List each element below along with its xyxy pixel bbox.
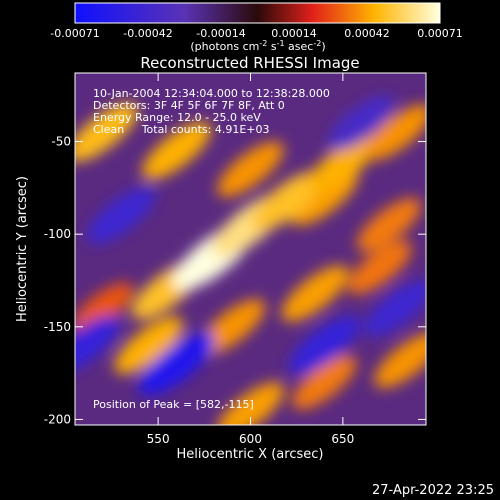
colorbar-units: (photons cm-2 s-1 asec-2) (190, 39, 325, 53)
heatmap-blob (292, 355, 357, 410)
colorbar-tick-label: -0.00014 (196, 27, 245, 40)
x-tick-label: 550 (147, 432, 170, 446)
heatmap-blob (138, 332, 215, 396)
heatmap-blob (281, 265, 349, 322)
heatmap-blob (114, 316, 184, 375)
heatmap-blob (217, 141, 284, 198)
chart-title: Reconstructed RHESSI Image (140, 54, 359, 72)
peak-position-label: Position of Peak = [582,-115] (93, 398, 254, 411)
heatmap-blob (142, 122, 212, 180)
heatmap-blob (308, 135, 378, 193)
annotation-time-range: 10-Jan-2004 12:34:04.000 to 12:38:28.000 (93, 87, 330, 100)
annotation-energy-range: Energy Range: 12.0 - 25.0 keV (93, 111, 261, 124)
colorbar-tick-label: 0.00014 (271, 27, 317, 40)
colorbar-tick-label: -0.00042 (123, 27, 172, 40)
y-tick-label: -200 (44, 412, 71, 426)
y-tick-label: -50 (51, 135, 71, 149)
heatmap-blob (328, 95, 395, 151)
heatmap-blob (356, 198, 422, 252)
heatmap-area (75, 73, 426, 425)
x-tick-label: 600 (239, 432, 262, 446)
colorbar-ticks: -0.00071 -0.00042 -0.00014 0.00014 0.000… (50, 27, 462, 40)
heatmap-blob (363, 279, 426, 337)
colorbar (74, 2, 441, 24)
annotation-clean-counts: Clean Total counts: 4.91E+03 (93, 123, 270, 136)
y-tick-label: -150 (44, 320, 71, 334)
heatmap-blob (251, 171, 324, 231)
y-tick-label: -100 (44, 227, 71, 241)
colorbar-tick-label: 0.00071 (417, 27, 463, 40)
heatmap-blob (216, 382, 285, 425)
heatmap-blob (374, 332, 426, 388)
heatmap-blob (75, 103, 138, 162)
heatmap-blob (75, 282, 134, 334)
colorbar-tick-label: 0.00042 (344, 27, 390, 40)
heatmap-blob (288, 315, 361, 376)
heatmap-blob (198, 299, 266, 355)
heatmap-blob (75, 315, 120, 376)
heatmap-blob (347, 240, 412, 295)
y-axis-label: Heliocentric Y (arcsec) (15, 176, 30, 322)
x-axis-label: Heliocentric X (arcsec) (177, 447, 324, 462)
footer-timestamp: 27-Apr-2022 23:25 (372, 483, 494, 498)
annotation-detectors: Detectors: 3F 4F 5F 6F 7F 8F, Att 0 (93, 99, 285, 112)
heatmap-blob (86, 186, 156, 245)
colorbar-tick-label: -0.00071 (50, 27, 99, 40)
x-tick-label: 650 (331, 432, 354, 446)
heatmap-blob (365, 104, 426, 160)
